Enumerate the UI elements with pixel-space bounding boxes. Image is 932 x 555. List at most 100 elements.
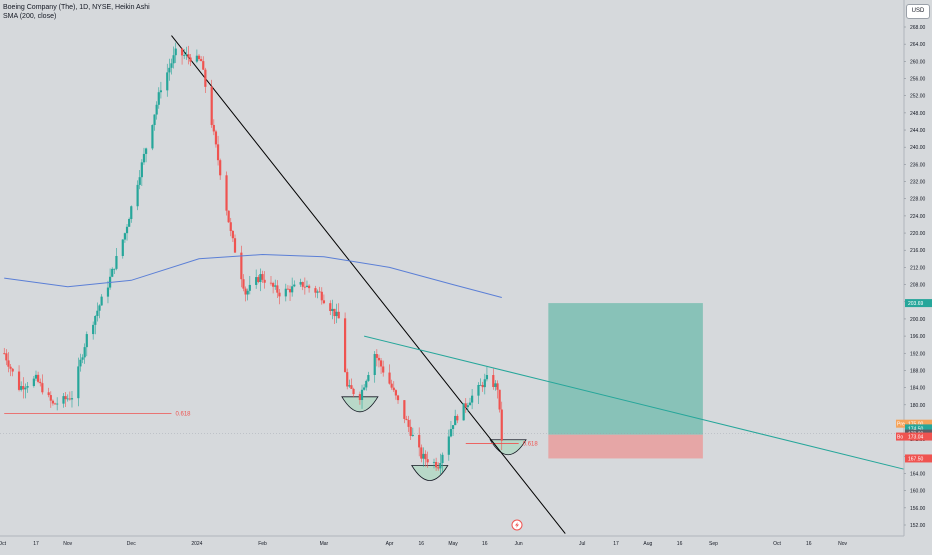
candle-body: [79, 359, 82, 367]
candle-body: [174, 48, 177, 56]
candle-body: [113, 268, 116, 270]
candle-body: [81, 357, 84, 360]
candle-body: [293, 284, 296, 287]
x-tick-label: May: [448, 541, 458, 547]
candle-body: [352, 388, 355, 395]
candle-body: [464, 403, 467, 408]
x-tick-label: Nov: [838, 541, 847, 547]
candle-body: [92, 324, 95, 335]
candle-body: [360, 389, 364, 401]
candle-body: [170, 63, 173, 68]
candle-body: [34, 374, 38, 379]
resistance-line[interactable]: [364, 335, 905, 470]
candle-body: [100, 296, 103, 306]
bolt-icon[interactable]: [511, 519, 523, 531]
candle-body: [11, 368, 14, 372]
y-tick-label: 232.00: [910, 180, 926, 186]
candle-body: [68, 398, 71, 400]
y-tick-label: 212.00: [910, 265, 926, 271]
candle-body: [299, 282, 302, 285]
y-tick-label: 240.00: [910, 145, 926, 151]
symbol-title[interactable]: Boeing Company (The), 1D, NYSE, Heikin A…: [3, 4, 150, 11]
candle-body: [229, 222, 232, 231]
candle-body: [377, 357, 381, 361]
x-tick-label: Sep: [709, 541, 718, 547]
candle-body: [70, 398, 74, 400]
candle-body: [269, 282, 273, 284]
y-tick-label: 208.00: [910, 283, 926, 289]
x-tick-label: Aug: [643, 541, 652, 547]
candle-body: [257, 277, 260, 283]
candle-body: [53, 403, 57, 405]
sma-200-line: [4, 253, 502, 298]
candle-body: [56, 403, 59, 405]
candle-body: [64, 396, 67, 400]
price-badge: [905, 419, 932, 428]
y-tick-label: 228.00: [910, 197, 926, 203]
position-zones: [341, 303, 703, 481]
candle-body: [140, 162, 143, 178]
drawing-lines: 0.618 0.618: [0, 35, 905, 534]
candle-body: [20, 386, 23, 390]
candle-body: [197, 55, 201, 60]
time-axis: Oct 17 Nov Dec 2024 Feb Mar Apr 16 May 16 Jun Jul 17 A…: [0, 535, 904, 547]
candle-body: [422, 453, 425, 459]
candle-body: [305, 285, 309, 287]
candle-body: [382, 366, 385, 373]
price-tag-marker: [896, 432, 905, 441]
candle-body: [477, 384, 480, 396]
candle-body: [246, 290, 249, 295]
candle-body: [9, 366, 12, 369]
candle-body: [189, 57, 192, 62]
y-tick-label: 196.00: [910, 334, 926, 340]
candle-body: [272, 283, 275, 287]
x-tick-label: Nov: [63, 541, 72, 547]
candle-body: [263, 279, 266, 283]
candle-body: [216, 144, 220, 161]
y-tick-label: 188.00: [910, 368, 926, 374]
candle-body: [284, 288, 287, 297]
candle-body: [202, 61, 205, 70]
indicator-title[interactable]: SMA (200, close): [3, 13, 57, 20]
fib-label: 0.618: [175, 411, 191, 417]
cup-pattern[interactable]: [411, 465, 449, 481]
candle-body: [204, 69, 207, 87]
candle-body: [231, 230, 234, 239]
candle-body: [426, 459, 429, 463]
x-tick-label: Apr: [386, 541, 394, 547]
candle-body: [22, 386, 25, 390]
x-tick-label: Feb: [258, 541, 267, 547]
candle-body: [500, 409, 503, 441]
currency-button[interactable]: USD: [906, 4, 930, 19]
y-tick-label: 152.00: [910, 523, 926, 529]
candle-body: [350, 385, 353, 389]
candle-body: [85, 334, 88, 348]
candle-body: [180, 48, 184, 56]
candle-body: [130, 206, 133, 220]
candle-body: [333, 308, 336, 317]
candle-body: [83, 347, 86, 358]
x-tick-label: Oct: [0, 541, 7, 547]
candle-body: [66, 398, 69, 400]
candle-body: [447, 436, 450, 455]
candle-body: [5, 353, 8, 361]
candle-body: [437, 467, 440, 469]
y-tick-label: 160.00: [910, 489, 926, 495]
loss-zone[interactable]: [548, 434, 703, 459]
y-tick-label: 200.00: [910, 317, 926, 323]
candle-body: [166, 72, 169, 91]
candle-body: [248, 284, 251, 291]
candle-body: [200, 59, 203, 62]
candle-body: [314, 288, 317, 293]
price-badge-value: 173.04: [908, 435, 924, 441]
x-tick-label: 2024: [191, 541, 202, 547]
profit-zone[interactable]: [548, 303, 703, 435]
fib-label: 0.618: [523, 441, 539, 447]
descending-trendline[interactable]: [171, 35, 566, 534]
candle-body: [49, 395, 52, 401]
candle-body: [337, 311, 340, 319]
candle-body: [242, 279, 245, 289]
